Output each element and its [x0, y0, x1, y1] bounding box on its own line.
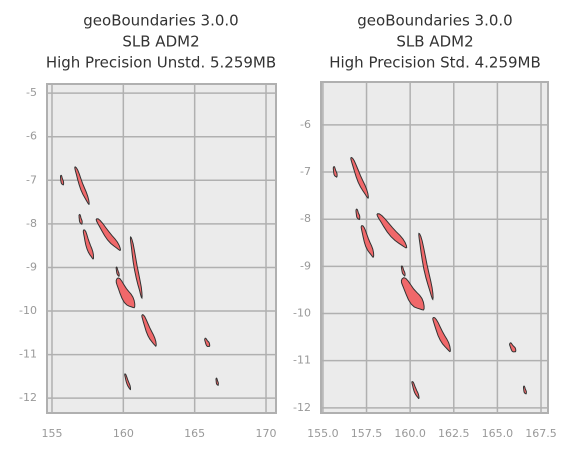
y-tick-label: -9	[300, 259, 311, 272]
island	[78, 213, 83, 225]
island	[141, 314, 157, 347]
x-tick-label: 165	[184, 427, 205, 440]
y-tick-label: -10	[293, 307, 311, 320]
island	[418, 232, 434, 301]
island	[350, 156, 369, 199]
island	[376, 213, 408, 249]
x-tick-label: 165.0	[482, 427, 514, 440]
island	[60, 174, 65, 186]
y-tick-label: -11	[293, 354, 311, 367]
island	[115, 277, 136, 309]
y-tick-label: -9	[26, 260, 37, 273]
island	[400, 277, 425, 311]
x-tick-label: 162.5	[438, 427, 470, 440]
x-tick-label: 170	[256, 427, 277, 440]
island	[432, 316, 451, 353]
y-tick-label: -7	[300, 165, 311, 178]
y-tick-label: -12	[19, 391, 37, 404]
x-tick-label: 155	[41, 427, 62, 440]
chart-title: geoBoundaries 3.0.0	[357, 12, 512, 30]
island	[509, 342, 517, 353]
chart-title: SLB ADM2	[396, 33, 473, 51]
y-tick-label: -11	[19, 348, 37, 361]
x-tick-label: 155.0	[307, 427, 339, 440]
x-tick-label: 167.5	[525, 427, 557, 440]
y-tick-label: -5	[26, 86, 37, 99]
island	[74, 166, 90, 205]
island	[124, 373, 131, 391]
chart-title: SLB ADM2	[122, 33, 199, 51]
x-tick-label: 160.0	[394, 427, 426, 440]
y-tick-label: -6	[300, 118, 311, 131]
y-tick-label: -8	[26, 217, 37, 230]
x-tick-label: 157.5	[351, 427, 383, 440]
island	[95, 218, 122, 251]
island	[204, 337, 211, 348]
y-tick-label: -6	[26, 130, 37, 143]
island	[332, 165, 338, 178]
x-tick-label: 160	[113, 427, 134, 440]
chart-title: High Precision Std. 4.259MB	[329, 54, 541, 72]
island	[129, 236, 143, 300]
plot-area	[320, 81, 549, 414]
y-tick-label: -8	[300, 212, 311, 225]
y-tick-label: -7	[26, 173, 37, 186]
island	[82, 229, 95, 260]
island	[523, 385, 527, 395]
island	[115, 266, 120, 277]
island	[400, 265, 406, 277]
island	[360, 225, 375, 258]
y-tick-label: -10	[19, 304, 37, 317]
island	[411, 381, 420, 400]
y-tick-label: -12	[293, 401, 311, 414]
island	[355, 208, 361, 221]
island	[215, 377, 219, 386]
chart-title: geoBoundaries 3.0.0	[83, 12, 238, 30]
plot-area	[46, 83, 277, 414]
chart-title: High Precision Unstd. 5.259MB	[46, 54, 276, 72]
